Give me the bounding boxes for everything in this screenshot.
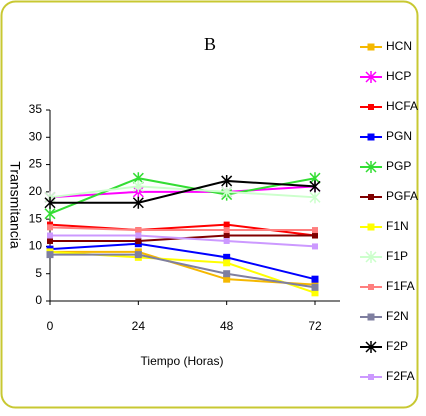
marker	[312, 243, 318, 250]
legend-label: PGN	[386, 129, 412, 143]
x-axis-label: Tiempo (Horas)	[141, 354, 224, 368]
marker	[365, 341, 377, 353]
marker	[135, 237, 142, 244]
marker	[312, 227, 318, 234]
marker	[47, 237, 53, 244]
marker	[44, 207, 56, 220]
marker	[223, 253, 231, 261]
marker	[311, 283, 319, 291]
marker	[134, 251, 142, 259]
marker	[47, 232, 53, 239]
series-line	[50, 179, 316, 204]
marker	[223, 221, 230, 228]
marker	[311, 275, 319, 283]
y-tick-label: 25	[29, 157, 43, 171]
y-tick-label: 20	[29, 184, 43, 198]
legend-label: F1P	[386, 249, 408, 263]
marker	[309, 191, 321, 204]
legend-label: F2FA	[386, 369, 415, 383]
chart-title: B	[204, 34, 216, 54]
series-line	[49, 177, 316, 215]
series-line	[49, 226, 315, 232]
series-line	[49, 242, 316, 281]
marker	[312, 232, 318, 239]
y-tick-label: 5	[35, 266, 42, 280]
series-line	[49, 185, 316, 199]
legend-label: HCN	[386, 39, 412, 53]
legend-label: F1N	[386, 219, 409, 233]
y-tick-label: 35	[29, 102, 43, 116]
x-tick-label: 48	[220, 319, 234, 333]
y-axis-label: Transmitancia	[7, 161, 23, 249]
legend-label: HCFA	[386, 99, 418, 113]
marker	[367, 43, 375, 51]
marker	[135, 227, 142, 234]
marker	[368, 104, 374, 110]
marker	[135, 232, 142, 239]
marker	[311, 289, 319, 297]
marker	[132, 180, 144, 193]
marker	[44, 196, 56, 209]
y-tick-label: 10	[29, 239, 43, 253]
legend-label: PGP	[386, 159, 411, 173]
x-tick-label: 72	[308, 319, 322, 333]
marker	[309, 180, 321, 193]
legend-label: F1FA	[386, 279, 415, 293]
legend-label: PGFA	[386, 189, 418, 203]
marker	[223, 232, 230, 239]
y-tick-label: 0	[35, 293, 42, 307]
marker	[223, 270, 231, 278]
legend-label: HCP	[386, 69, 411, 83]
marker	[221, 185, 233, 198]
marker	[46, 251, 54, 259]
marker	[365, 71, 377, 83]
series-line	[50, 250, 316, 286]
y-tick-label: 15	[29, 211, 43, 225]
marker	[223, 237, 230, 244]
marker	[368, 374, 374, 380]
marker	[368, 284, 374, 290]
marker	[223, 259, 231, 267]
marker	[367, 313, 375, 321]
marker	[221, 174, 233, 187]
marker	[132, 196, 144, 209]
x-tick-label: 0	[47, 319, 54, 333]
marker	[365, 161, 377, 173]
legend-label: F2N	[386, 309, 409, 323]
series-line	[50, 253, 316, 289]
frame	[0, 0, 419, 409]
marker	[223, 275, 231, 283]
marker	[367, 223, 375, 231]
marker	[365, 251, 377, 263]
legend-label: F2P	[386, 339, 408, 353]
y-tick-label: 30	[29, 129, 43, 143]
marker	[47, 224, 53, 231]
marker	[223, 227, 230, 234]
marker	[367, 133, 375, 141]
marker	[368, 194, 374, 200]
x-tick-label: 24	[132, 319, 146, 333]
series-line	[50, 234, 316, 248]
